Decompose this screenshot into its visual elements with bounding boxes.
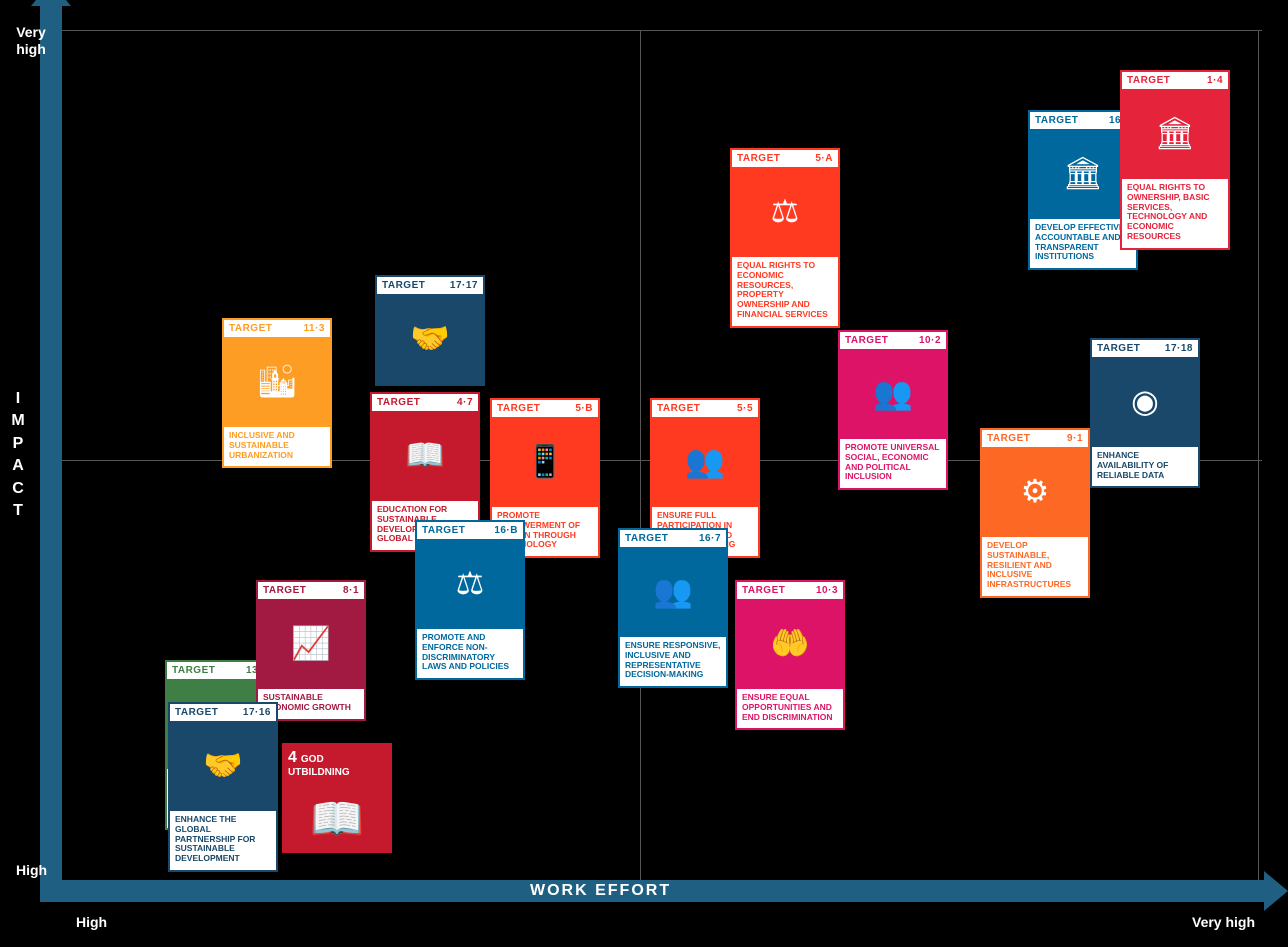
card-description: EQUAL RIGHTS TO ECONOMIC RESOURCES, PROP… [732,257,838,326]
card-icon: 📱 [492,417,598,507]
target-number: 17·18 [1165,343,1193,354]
target-number: 5·5 [737,403,753,414]
card-description: DEVELOP SUSTAINABLE, RESILIENT AND INCLU… [982,537,1088,596]
card-icon: ◉ [1092,357,1198,447]
target-number: 1·4 [1207,75,1223,86]
target-number: 5·A [815,153,833,164]
target-label: TARGET [657,403,700,414]
card-icon: 👥 [652,417,758,507]
card-header: TARGET 9·1 [982,430,1088,447]
goal-label: 4GOD UTBILDNING [288,749,386,778]
sdg-card-t17-18: TARGET 17·18 ◉ENHANCE AVAILABILITY OF RELI… [1090,338,1200,488]
y-axis-min-label: High [16,862,47,878]
card-header: TARGET 10·3 [737,582,843,599]
card-header: TARGET 1·4 [1122,72,1228,89]
x-axis-min-label: High [76,914,107,930]
sdg-card-t1-4: TARGET 1·4 🏛EQUAL RIGHTS TO OWNERSHIP, BAS… [1120,70,1230,250]
card-header: TARGET 5·5 [652,400,758,417]
card-icon: 👥 [620,547,726,637]
card-header: TARGET 5·A [732,150,838,167]
target-number: 9·1 [1067,433,1083,444]
card-description: INCLUSIVE AND SUSTAINABLE URBANIZATION [224,427,330,466]
card-icon: 🤝 [170,721,276,811]
target-label: TARGET [422,525,465,536]
x-axis-max-label: Very high [1192,914,1255,930]
target-label: TARGET [382,280,425,291]
sdg-card-t16-b: TARGET 16·B ⚖PROMOTE AND ENFORCE NON-DISCR… [415,520,525,680]
target-number: 10·3 [816,585,838,596]
sdg-card-t11-3: TARGET 11·3 🏙INCLUSIVE AND SUSTAINABLE URB… [222,318,332,468]
sdg-card-t16-7: TARGET 16·7 👥ENSURE RESPONSIVE, INCLUSIVE … [618,528,728,688]
sdg-card-t5-a: TARGET 5·A ⚖EQUAL RIGHTS TO ECONOMIC RESOU… [730,148,840,328]
target-label: TARGET [263,585,306,596]
sdg-card-t9-1: TARGET 9·1 ⚙DEVELOP SUSTAINABLE, RESILIENT… [980,428,1090,598]
card-header: TARGET 16·B [417,522,523,539]
target-number: 16·7 [699,533,721,544]
grid-line-mid-v [640,30,641,880]
card-icon: 👥 [840,349,946,439]
card-description: ENSURE EQUAL OPPORTUNITIES AND END DISCR… [737,689,843,728]
card-header: TARGET 5·B [492,400,598,417]
target-number: 17·17 [450,280,478,291]
card-icon: 🏙 [224,337,330,427]
target-label: TARGET [1097,343,1140,354]
y-axis-max-label: Very high [14,24,48,58]
target-number: 16·B [494,525,518,536]
card-header: TARGET 17·16 [170,704,276,721]
card-icon: 📖 [372,411,478,501]
card-description: ENHANCE THE GLOBAL PARTNERSHIP FOR SUSTA… [170,811,276,870]
card-icon: ⚖ [732,167,838,257]
card-description: ENSURE RESPONSIVE, INCLUSIVE AND REPRESE… [620,637,726,686]
target-number: 10·2 [919,335,941,346]
target-number: 11·3 [304,323,325,334]
target-number: 4·7 [457,397,473,408]
goal-number: 4 [288,749,297,767]
target-label: TARGET [1035,115,1078,126]
target-number: 5·B [575,403,593,414]
sdg-card-t17-17: TARGET 17·17 🤝 [375,275,485,386]
card-icon: 📈 [258,599,364,689]
target-label: TARGET [229,323,272,334]
card-icon: ⚖ [417,539,523,629]
target-label: TARGET [377,397,420,408]
target-label: TARGET [742,585,785,596]
y-axis-title: IMPACT [4,388,34,522]
card-header: TARGET 11·3 [224,320,330,337]
target-label: TARGET [987,433,1030,444]
goal-title: GOD UTBILDNING [288,754,350,778]
card-header: TARGET 8·1 [258,582,364,599]
card-header: TARGET 17·17 [377,277,483,294]
card-header: TARGET 17·18 [1092,340,1198,357]
sdg-goal-card-sdg4: 4GOD UTBILDNING 📖 [282,743,392,853]
target-label: TARGET [172,665,215,676]
target-number: 8·1 [343,585,359,596]
card-description: EQUAL RIGHTS TO OWNERSHIP, BASIC SERVICE… [1122,179,1228,248]
target-label: TARGET [625,533,668,544]
card-icon: 🤲 [737,599,843,689]
target-label: TARGET [1127,75,1170,86]
target-label: TARGET [175,707,218,718]
card-icon: 🤝 [377,294,483,384]
target-label: TARGET [737,153,780,164]
x-axis-title: WORK EFFORT [530,882,671,900]
grid-line-top [62,30,1262,31]
goal-icon: 📖 [282,793,392,845]
target-label: TARGET [497,403,540,414]
sdg-card-t10-2: TARGET 10·2 👥PROMOTE UNIVERSAL SOCIAL, ECO… [838,330,948,490]
sdg-card-t8-1: TARGET8·1📈SUSTAINABLE ECONOMIC GROWTH [256,580,366,721]
card-description: PROMOTE UNIVERSAL SOCIAL, ECONOMIC AND P… [840,439,946,488]
card-icon: 🏛 [1122,89,1228,179]
card-header: TARGET 4·7 [372,394,478,411]
card-header: TARGET 16·7 [620,530,726,547]
target-label: TARGET [845,335,888,346]
card-icon: ⚙ [982,447,1088,537]
card-header: TARGET 10·2 [840,332,946,349]
sdg-card-t10-3: TARGET 10·3 🤲ENSURE EQUAL OPPORTUNITIES AN… [735,580,845,730]
target-number: 17·16 [243,707,271,718]
sdg-card-t17-16: TARGET 17·16 🤝ENHANCE THE GLOBAL PARTNERSH… [168,702,278,872]
y-axis [40,0,62,900]
grid-line-right [1258,30,1259,880]
card-description: PROMOTE AND ENFORCE NON-DISCRIMINATORY L… [417,629,523,678]
card-description: ENHANCE AVAILABILITY OF RELIABLE DATA [1092,447,1198,486]
